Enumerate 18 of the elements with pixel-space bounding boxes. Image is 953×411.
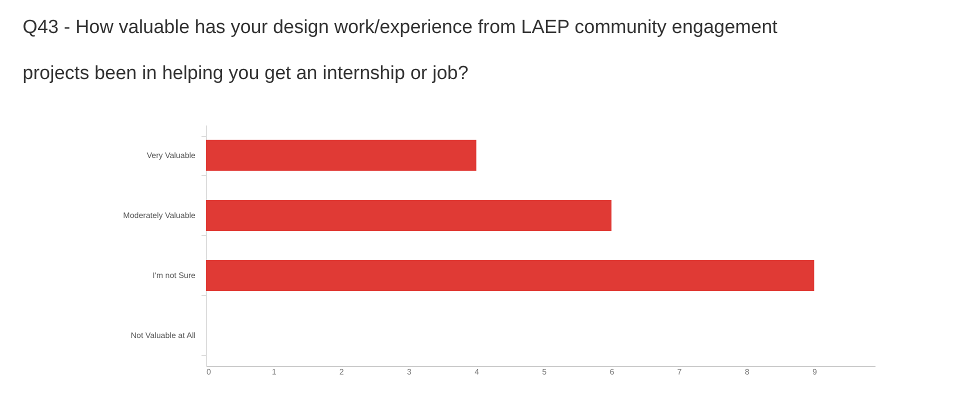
x-tick-label: 8 xyxy=(744,368,750,376)
y-tick-label: Moderately Valuable xyxy=(123,210,196,220)
bar xyxy=(206,200,612,231)
y-tick-label: Not Valuable at All xyxy=(130,331,196,340)
x-tick-label: 2 xyxy=(339,368,344,376)
bar xyxy=(206,140,476,171)
x-tick-label: 1 xyxy=(272,368,277,376)
x-tick-label: 6 xyxy=(610,368,615,376)
x-tick-label: 7 xyxy=(677,368,682,376)
x-tick-label: 9 xyxy=(812,368,818,376)
y-tick-label: Very Valuable xyxy=(146,150,196,160)
chart-title: Q43 - How valuable has your design work/experience from LAEP community engagement projects been in helping you get an internship or job? xyxy=(22,17,778,84)
x-tick-label: 0 xyxy=(206,368,212,376)
x-tick-label: 5 xyxy=(542,368,548,376)
y-tick-label: I'm not Sure xyxy=(152,271,196,280)
bar xyxy=(206,260,814,292)
x-tick-label: 4 xyxy=(474,368,480,376)
x-tick-label: 3 xyxy=(407,368,412,376)
